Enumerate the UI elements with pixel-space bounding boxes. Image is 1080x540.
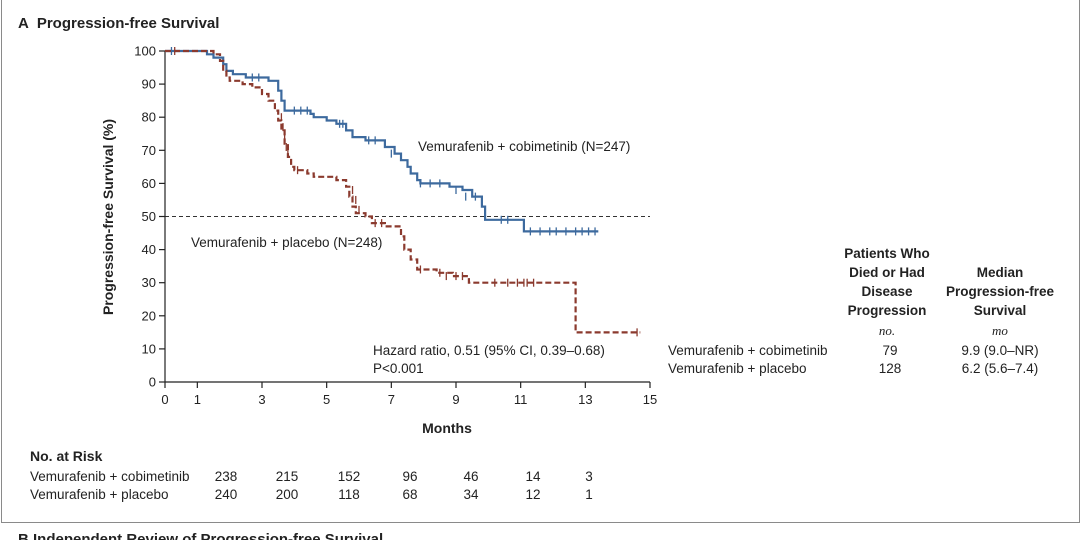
risk-cell: 215 [275, 469, 299, 484]
risk-cell: 200 [275, 487, 299, 502]
series-layer [165, 47, 641, 337]
y-tick-label: 20 [142, 308, 156, 323]
risk-cell: 238 [214, 469, 238, 484]
y-tick-label: 50 [142, 209, 156, 224]
next-panel-title-text: Independent Review of Progression-free S… [33, 531, 384, 540]
cobimetinib-curve-label: Vemurafenib + cobimetinib (N=247) [418, 139, 630, 154]
risk-table-title: No. at Risk [30, 448, 103, 464]
y-tick-label: 10 [142, 341, 156, 356]
x-tick-label: 11 [514, 392, 528, 407]
events-header-line3: Disease [861, 284, 913, 299]
summary-table: Patients Who Died or Had Disease Progres… [668, 246, 1055, 376]
risk-cell: 3 [585, 469, 593, 484]
summary-row-label: Vemurafenib + cobimetinib [668, 343, 827, 358]
summary-row-events: 79 [882, 343, 897, 358]
placebo-curve-label: Vemurafenib + placebo (N=248) [191, 235, 382, 250]
x-axis-title: Months [422, 420, 472, 436]
y-tick-label: 80 [142, 110, 156, 125]
summary-row-median: 6.2 (5.6–7.4) [962, 361, 1039, 376]
y-tick-label: 70 [142, 143, 156, 158]
risk-cell: 240 [214, 487, 238, 502]
median-header-line2: Progression-free [946, 284, 1055, 299]
x-tick-label: 7 [388, 392, 395, 407]
events-header-line2: Died or Had [849, 265, 925, 280]
y-tick-label: 100 [134, 44, 156, 59]
median-header-line1: Median [977, 265, 1024, 280]
risk-cell: 34 [463, 487, 479, 502]
events-header-line4: Progression [848, 303, 927, 318]
y-tick-label: 60 [142, 176, 156, 191]
risk-row-label: Vemurafenib + placebo [30, 487, 169, 502]
risk-cell: 12 [525, 487, 541, 502]
panel-letter: A [18, 15, 29, 32]
summary-row-events: 128 [879, 361, 902, 376]
risk-cell: 118 [338, 487, 360, 502]
events-unit: no. [879, 323, 895, 338]
x-tick-label: 0 [161, 392, 168, 407]
median-header-line3: Survival [974, 303, 1027, 318]
risk-cell: 96 [402, 469, 418, 484]
risk-cell: 46 [463, 469, 479, 484]
x-tick-label: 9 [452, 392, 459, 407]
summary-row-median: 9.9 (9.0–NR) [961, 343, 1038, 358]
summary-row-label: Vemurafenib + placebo [668, 361, 806, 376]
cobimetinib-survival-curve [165, 49, 599, 233]
p-value-text: P<0.001 [373, 361, 424, 376]
median-unit: mo [992, 323, 1008, 338]
y-tick-label: 30 [142, 275, 156, 290]
risk-row-label: Vemurafenib + cobimetinib [30, 469, 190, 484]
y-axis-title: Progression-free Survival (%) [100, 119, 116, 315]
panel-title: A Progression-free Survival [18, 15, 219, 32]
y-tick-label: 40 [142, 242, 156, 257]
hazard-ratio-text: Hazard ratio, 0.51 (95% CI, 0.39–0.68) [373, 343, 605, 358]
panel-title-text: Progression-free Survival [36, 15, 220, 32]
x-tick-label: 15 [643, 392, 657, 407]
y-tick-label: 90 [142, 77, 156, 92]
risk-cell: 68 [402, 487, 418, 502]
risk-cell: 152 [337, 469, 361, 484]
risk-cell: 1 [585, 487, 593, 502]
x-tick-label: 13 [578, 392, 592, 407]
x-tick-label: 3 [258, 392, 265, 407]
x-tick-label: 5 [323, 392, 330, 407]
risk-cell: 14 [525, 469, 541, 484]
x-tick-label: 1 [194, 392, 201, 407]
events-header-line1: Patients Who [844, 246, 930, 261]
placebo-survival-curve [165, 49, 641, 334]
next-panel-letter: B [18, 531, 29, 540]
next-panel-title: B Independent Review of Progression-free… [18, 531, 383, 540]
y-tick-label: 0 [149, 375, 156, 390]
